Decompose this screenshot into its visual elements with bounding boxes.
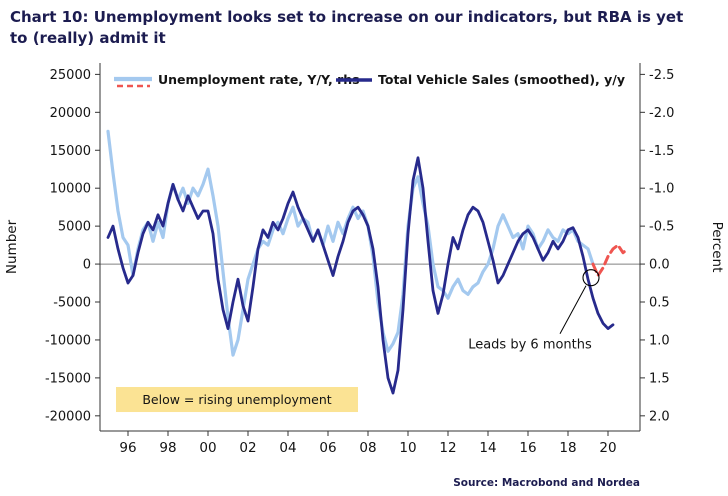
note-box-label: Below = rising unemployment [142,392,331,407]
series-line-0 [106,129,595,357]
x-tick-label: 18 [559,440,576,456]
x-tick-label: 20 [599,440,616,456]
x-tick-label: 08 [359,440,376,456]
right-tick-label: 0.5 [649,296,670,311]
left-tick-label: -20000 [45,409,91,424]
left-axis-title: Number [4,219,20,274]
left-tick-label: -5000 [53,296,91,311]
x-tick-label: 00 [199,440,216,456]
left-tick-label: 25000 [50,68,91,83]
x-tick-label: 96 [119,440,136,456]
note-box [116,386,358,413]
right-tick-label: 1.5 [649,371,670,386]
left-tick-label: 15000 [50,144,91,159]
lead-annotation-label: Leads by 6 months [468,337,592,352]
right-tick-label: -1.0 [649,182,674,197]
x-tick-label: 04 [279,440,296,456]
x-tick-label: 02 [239,440,256,456]
x-tick-label: 10 [399,440,416,456]
left-tick-label: 5000 [58,220,91,235]
right-tick-label: 1.0 [649,333,670,348]
x-tick-label: 12 [439,440,456,456]
left-tick-label: 10000 [50,182,91,197]
legend-label-unemployment: Unemployment rate, Y/Y, rhs [158,72,360,87]
x-tick-label: 98 [159,440,176,456]
x-tick-label: 16 [519,440,536,456]
right-tick-label: 0.0 [649,258,670,273]
lead-annotation-line [559,285,587,334]
left-tick-label: -10000 [45,333,91,348]
right-tick-label: -2.0 [649,106,674,121]
series-line-2 [106,156,615,395]
right-tick-label: 2.0 [649,409,670,424]
x-tick-label: 06 [319,440,336,456]
left-tick-label: 0 [83,258,91,273]
source-note: Source: Macrobond and Nordea [453,477,640,489]
legend-label-vehicle-sales: Total Vehicle Sales (smoothed), y/y [378,72,625,87]
lead-circle-annotation [582,269,600,287]
series-line-1 [591,243,630,277]
left-tick-label: -15000 [45,371,91,386]
right-tick-label: -0.5 [649,220,674,235]
right-axis-title: Percent [709,222,725,273]
chart-title: Chart 10: Unemployment looks set to incr… [10,8,684,47]
left-tick-label: 20000 [50,106,91,121]
right-tick-label: -1.5 [649,144,674,159]
x-tick-label: 14 [479,440,496,456]
chart-canvas: Below = rising unemployment2500020000150… [4,63,725,456]
right-tick-label: -2.5 [649,68,674,83]
